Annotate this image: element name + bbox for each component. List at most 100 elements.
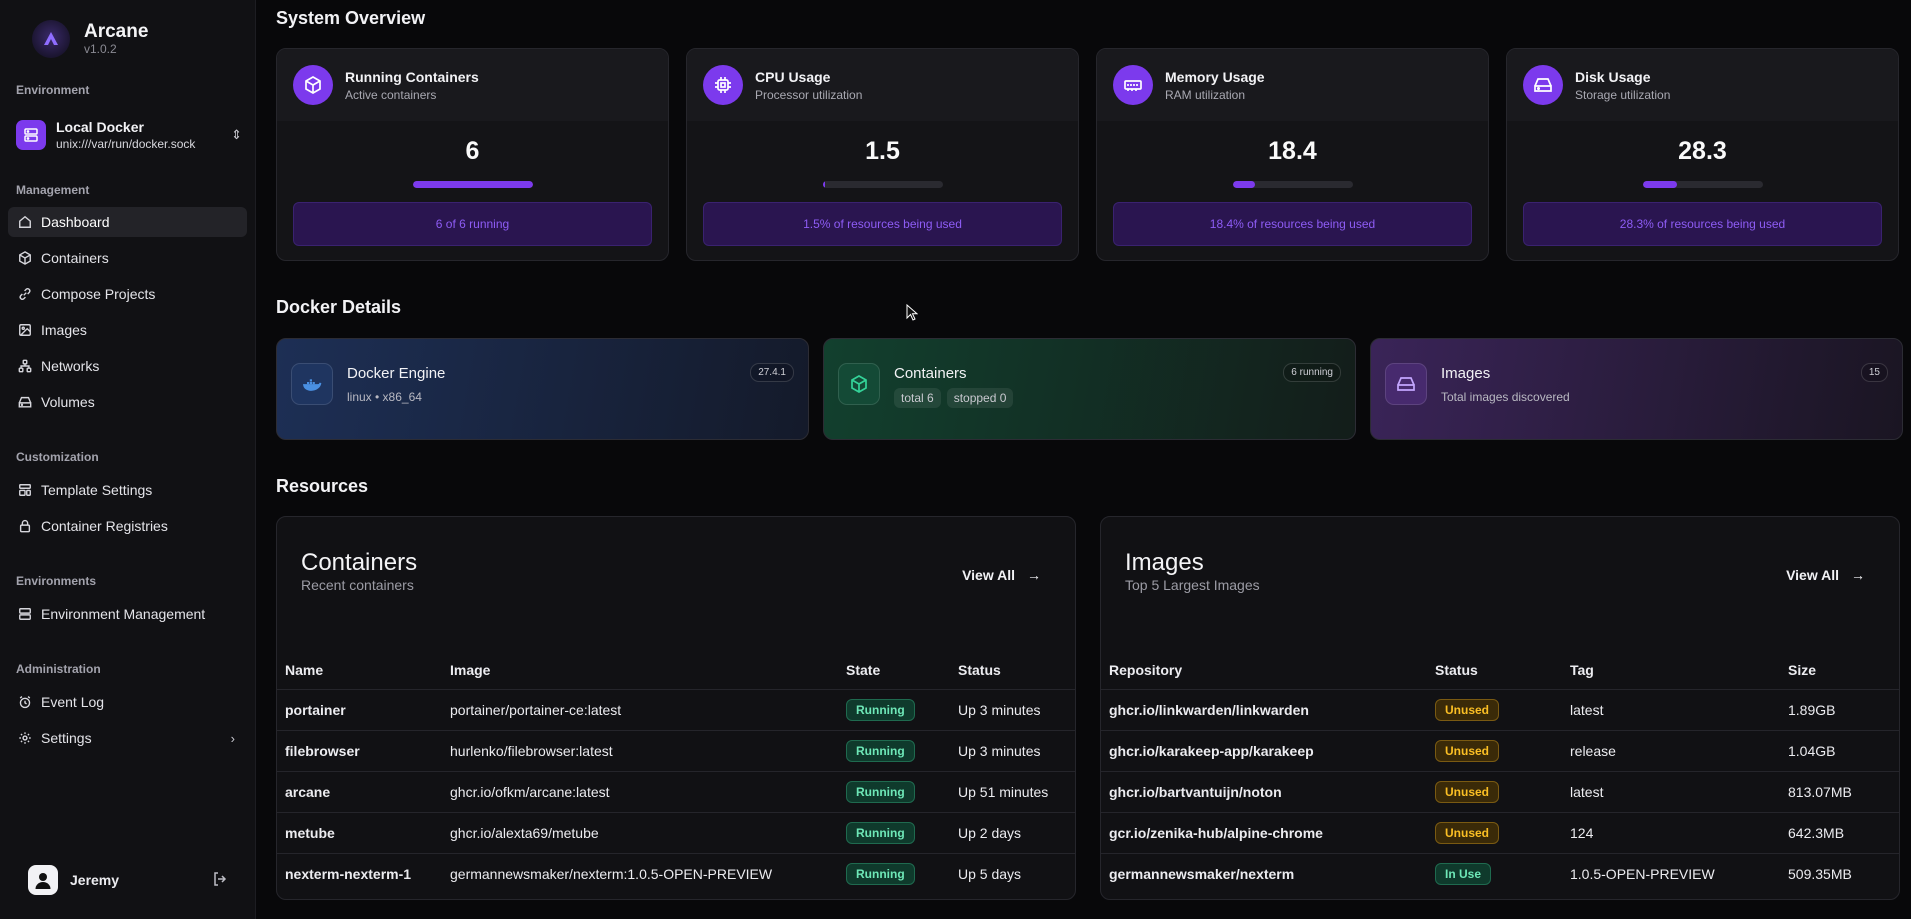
image-repository[interactable]: germannewsmaker/nexterm	[1101, 852, 1427, 894]
cpu-icon	[703, 65, 743, 105]
table-row[interactable]: metube ghcr.io/alexta69/metube Running U…	[277, 811, 1075, 853]
stat-value: 18.4	[1268, 137, 1317, 165]
sidebar-item-settings[interactable]: Settings ›	[8, 723, 247, 753]
sidebar-item-container-registries[interactable]: Container Registries	[8, 511, 247, 541]
status-badge: Running	[846, 821, 915, 844]
table-row[interactable]: filebrowser hurlenko/filebrowser:latest …	[277, 729, 1075, 771]
status-badge: In Use	[1435, 862, 1492, 885]
table-row[interactable]: nexterm-nexterm-1 germannewsmaker/nexter…	[277, 852, 1075, 894]
image-size: 509.35MB	[1780, 852, 1899, 894]
stat-subtitle: Active containers	[345, 87, 437, 102]
stat-value: 1.5	[865, 137, 900, 165]
containers-card-subtitle: Recent containers	[301, 577, 414, 593]
sidebar-item-containers[interactable]: Containers	[8, 243, 247, 273]
container-status: Up 3 minutes	[950, 729, 1075, 771]
server-icon	[18, 607, 32, 621]
image-repository[interactable]: ghcr.io/bartvantuijn/noton	[1101, 770, 1427, 812]
status-badge: Unused	[1435, 698, 1500, 721]
box-icon	[18, 251, 32, 265]
stat-title: CPU Usage	[755, 68, 831, 85]
image-tag: latest	[1562, 688, 1780, 730]
app-name: Arcane	[84, 20, 149, 42]
docker-engine-title: Docker Engine	[347, 365, 446, 382]
view-all-label: View All	[1786, 567, 1839, 583]
sidebar-item-volumes[interactable]: Volumes	[8, 387, 247, 417]
column-header[interactable]: Status	[1435, 661, 1478, 678]
environment-switcher[interactable]: Local Docker unix:///var/run/docker.sock…	[16, 117, 242, 153]
images-card-subtitle: Top 5 Largest Images	[1125, 577, 1260, 593]
stat-card-running-containers: Running Containers Active containers 6 6…	[276, 48, 669, 261]
sidebar-item-label: Networks	[41, 358, 100, 374]
network-icon	[18, 359, 32, 373]
stat-footer: 6 of 6 running	[293, 202, 652, 246]
stat-subtitle: Storage utilization	[1575, 87, 1671, 102]
image-repository[interactable]: ghcr.io/karakeep-app/karakeep	[1101, 729, 1427, 771]
stat-card-cpu-usage: CPU Usage Processor utilization 1.5 1.5%…	[686, 48, 1079, 261]
stat-subtitle: Processor utilization	[755, 87, 863, 102]
sidebar-item-label: Dashboard	[41, 214, 110, 230]
column-header[interactable]: Image	[450, 661, 491, 678]
image-size: 813.07MB	[1780, 770, 1899, 812]
brand[interactable]: Arcane v1.0.2	[32, 20, 148, 58]
table-row[interactable]: portainer portainer/portainer-ce:latest …	[277, 688, 1075, 730]
logout-icon[interactable]	[212, 871, 228, 890]
status-badge: Running	[846, 698, 915, 721]
sidebar-item-label: Compose Projects	[41, 286, 156, 302]
column-header[interactable]: Size	[1788, 661, 1817, 678]
stat-subtitle: RAM utilization	[1165, 87, 1246, 102]
section-label-customization: Customization	[16, 450, 99, 464]
sidebar-item-template-settings[interactable]: Template Settings	[8, 475, 247, 505]
column-header[interactable]: Repository	[1109, 661, 1183, 678]
table-row[interactable]: germannewsmaker/nexterm In Use 1.0.5-OPE…	[1101, 852, 1899, 894]
arcane-logo-icon	[32, 20, 70, 58]
images-summary-title: Images	[1441, 365, 1491, 382]
container-name[interactable]: filebrowser	[277, 729, 442, 771]
environment-label: Environment	[16, 83, 90, 97]
progress-bar	[1233, 181, 1353, 188]
section-label-environments: Environments	[16, 574, 97, 588]
table-row[interactable]: gcr.io/zenika-hub/alpine-chrome Unused 1…	[1101, 811, 1899, 853]
docker-engine-card[interactable]: Docker Engine linux • x86_64 27.4.1	[276, 338, 809, 440]
sidebar-item-environment-management[interactable]: Environment Management	[8, 599, 247, 629]
sidebar-item-dashboard[interactable]: Dashboard	[8, 207, 247, 237]
container-status: Up 51 minutes	[950, 770, 1075, 812]
container-name[interactable]: portainer	[277, 688, 442, 730]
progress-bar	[1643, 181, 1763, 188]
table-row[interactable]: ghcr.io/karakeep-app/karakeep Unused rel…	[1101, 729, 1899, 771]
container-name[interactable]: nexterm-nexterm-1	[277, 852, 442, 894]
table-row[interactable]: ghcr.io/linkwarden/linkwarden Unused lat…	[1101, 688, 1899, 730]
column-header[interactable]: Status	[958, 661, 1001, 678]
container-name[interactable]: metube	[277, 811, 442, 853]
containers-view-all-button[interactable]: View All →	[962, 567, 1041, 583]
sidebar-item-compose-projects[interactable]: Compose Projects	[8, 279, 247, 309]
column-header[interactable]: Name	[285, 661, 324, 678]
table-row[interactable]: ghcr.io/bartvantuijn/noton Unused latest…	[1101, 770, 1899, 812]
sidebar-item-label: Container Registries	[41, 518, 168, 534]
images-table-card: Images Top 5 Largest Images View All → R…	[1100, 516, 1900, 900]
image-repository[interactable]: gcr.io/zenika-hub/alpine-chrome	[1101, 811, 1427, 853]
container-status: Up 3 minutes	[950, 688, 1075, 730]
resources-title: Resources	[276, 476, 369, 496]
image-repository[interactable]: ghcr.io/linkwarden/linkwarden	[1101, 688, 1427, 730]
containers-running-badge: 6 running	[1283, 363, 1341, 382]
table-row[interactable]: arcane ghcr.io/ofkm/arcane:latest Runnin…	[277, 770, 1075, 812]
column-header[interactable]: State	[846, 661, 881, 678]
status-badge: Running	[846, 780, 915, 803]
container-name[interactable]: arcane	[277, 770, 442, 812]
user-menu[interactable]: Jeremy	[28, 864, 228, 896]
container-status: Up 2 days	[950, 811, 1075, 853]
hard-drive-icon	[1523, 65, 1563, 105]
stat-value: 6	[465, 137, 480, 165]
column-header[interactable]: Tag	[1570, 661, 1594, 678]
containers-summary-card[interactable]: Containers total 6 stopped 0 6 running	[823, 338, 1356, 440]
sidebar-item-event-log[interactable]: Event Log	[8, 687, 247, 717]
sidebar-item-networks[interactable]: Networks	[8, 351, 247, 381]
images-summary-subtitle: Total images discovered	[1441, 390, 1570, 404]
memory-stick-icon	[1113, 65, 1153, 105]
images-summary-card[interactable]: Images Total images discovered 15	[1370, 338, 1903, 440]
box-icon	[838, 363, 880, 405]
images-view-all-button[interactable]: View All →	[1786, 567, 1865, 583]
container-status: Up 5 days	[950, 852, 1075, 894]
sidebar-item-images[interactable]: Images	[8, 315, 247, 345]
sidebar-item-label: Event Log	[41, 694, 105, 710]
